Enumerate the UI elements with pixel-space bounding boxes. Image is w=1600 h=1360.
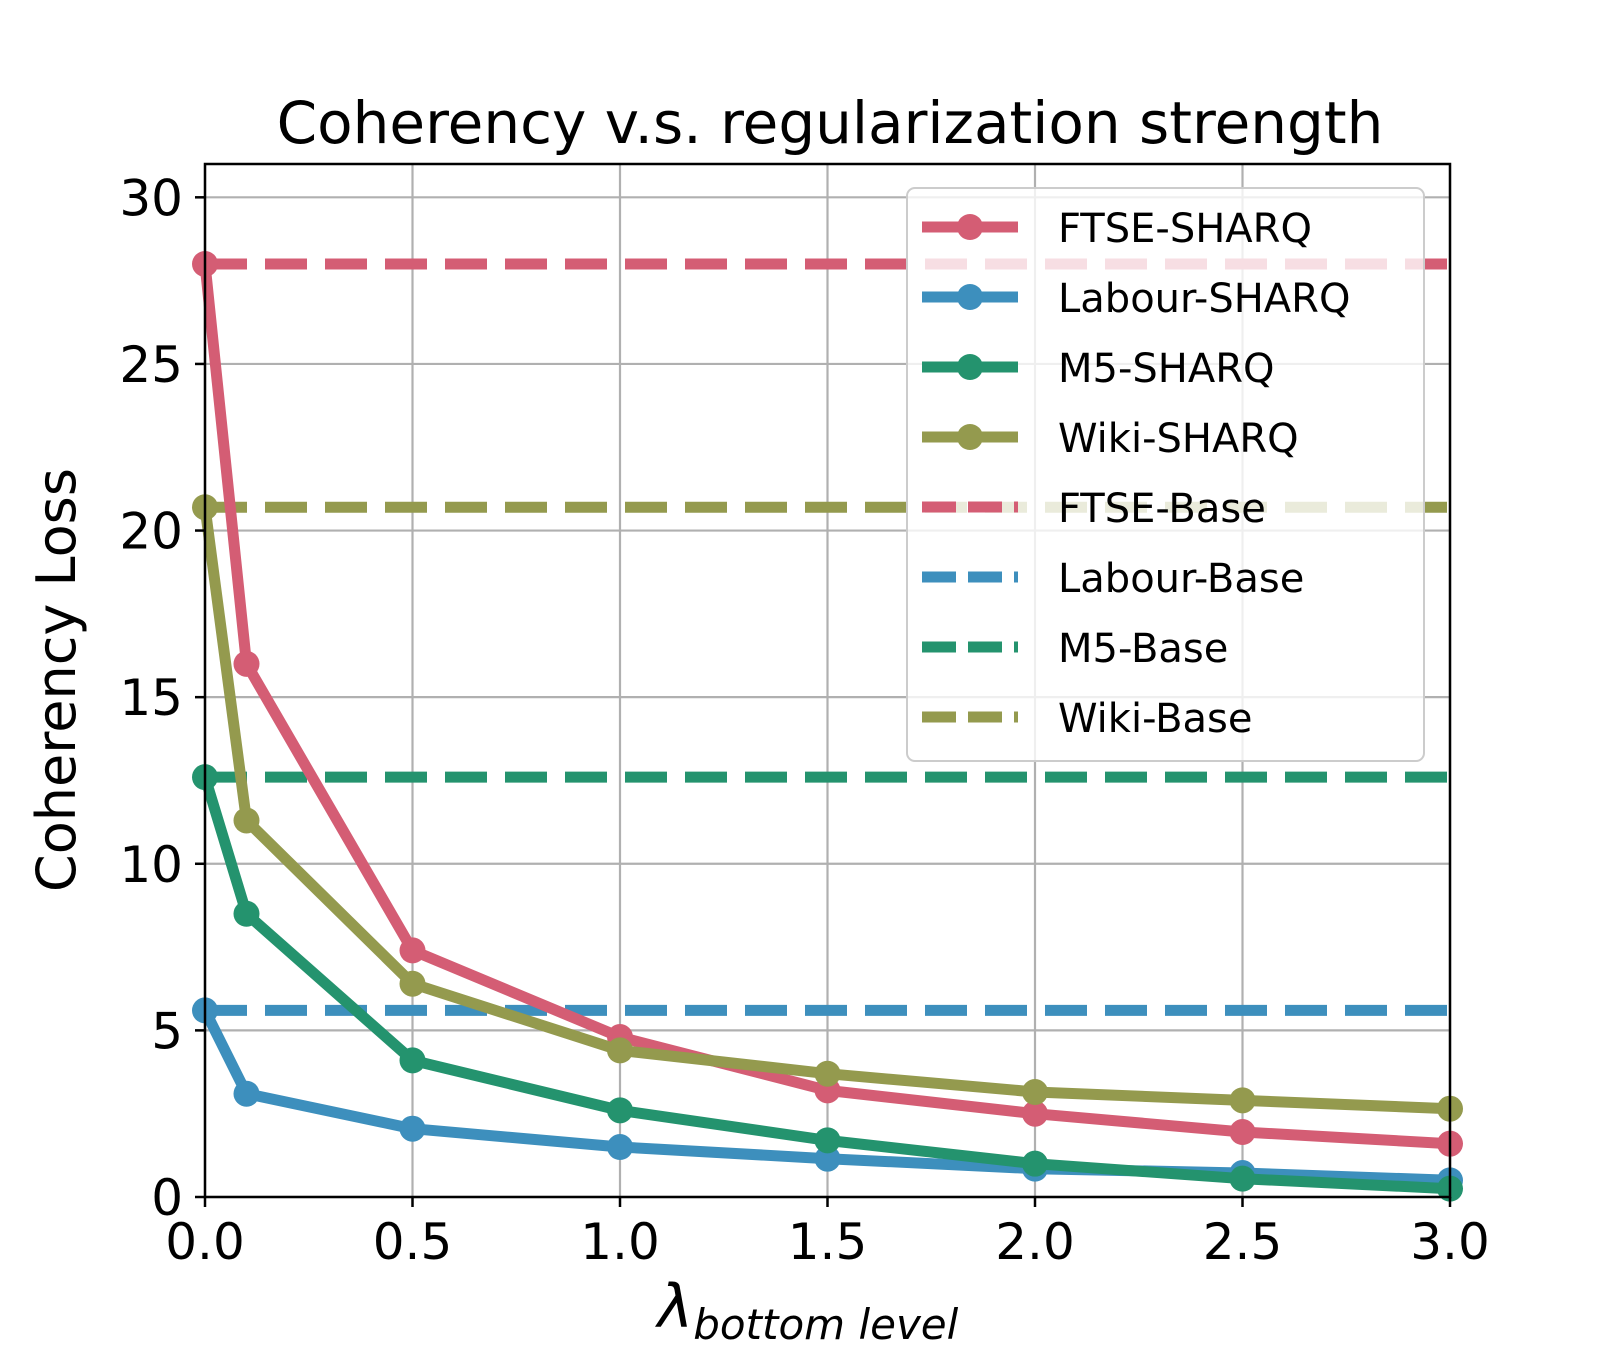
y-tick-label: 10: [119, 836, 183, 894]
labour-sharq-point: [399, 1115, 426, 1142]
m5-sharq-point: [607, 1097, 633, 1124]
wiki-sharq-line: [199, 501, 1456, 1115]
legend-entries: FTSE-SHARQ Labour-SHARQ M5-SHARQ Wiki-SHARQ…: [922, 206, 1350, 742]
legend-label: FTSE-Base: [1058, 486, 1266, 532]
legend-marker: [957, 284, 983, 310]
wiki-sharq-point: [1022, 1079, 1048, 1106]
wiki-sharq-point: [814, 1060, 841, 1087]
legend-entry-m5-sharq: M5-SHARQ: [922, 346, 1275, 392]
m5-sharq-point: [1022, 1150, 1048, 1177]
x-tick-label: 1.5: [788, 1213, 868, 1271]
y-tick-label: 0: [151, 1169, 183, 1227]
x-tick-label: 0.5: [373, 1213, 453, 1271]
wiki-sharq-point: [233, 807, 260, 834]
ftse-sharq-point: [1229, 1119, 1256, 1146]
ftse-sharq-point: [1022, 1100, 1048, 1127]
y-tick-label: 30: [119, 169, 183, 227]
legend-entry-labour-sharq: Labour-SHARQ: [922, 276, 1350, 322]
legend-label: M5-Base: [1058, 626, 1228, 672]
x-tick-label: 3.0: [1410, 1213, 1490, 1271]
x-tick-label: 0.0: [165, 1213, 245, 1271]
ftse-sharq-point: [233, 650, 260, 677]
legend-entry-wiki-base: Wiki-Base: [922, 696, 1252, 742]
x-axis-label-subscript: bottom level: [693, 1300, 958, 1349]
legend-marker: [957, 424, 983, 450]
legend-box: [906, 187, 1425, 762]
legend-label: Wiki-SHARQ: [1058, 416, 1299, 462]
wiki-sharq-point: [607, 1037, 633, 1064]
y-ticks: 0 5 10 15 20 25 30: [119, 169, 205, 1227]
x-tick-label: 2.0: [995, 1213, 1075, 1271]
labour-sharq-point: [607, 1134, 633, 1161]
legend: FTSE-SHARQ Labour-SHARQ M5-SHARQ Wiki-SHARQ…: [906, 187, 1425, 762]
x-tick-label: 1.0: [580, 1213, 660, 1271]
wiki-sharq-point: [399, 970, 426, 997]
legend-entry-ftse-base: FTSE-Base: [922, 486, 1266, 532]
sharq-lines: [192, 250, 1463, 1202]
legend-label: Labour-Base: [1058, 556, 1304, 602]
m5-sharq-point: [233, 900, 260, 927]
legend-label: Wiki-Base: [1058, 696, 1252, 742]
legend-entry-labour-base: Labour-Base: [922, 556, 1304, 602]
wiki-sharq-point: [1229, 1087, 1256, 1114]
legend-label: FTSE-SHARQ: [1058, 206, 1312, 252]
labour-sharq-point: [233, 1080, 260, 1107]
legend-marker: [957, 214, 983, 240]
wiki-sharq-series: [192, 494, 1463, 1122]
x-ticks: 0.0 0.5 1.0 1.5 2.0 2.5 3.0: [165, 1197, 1490, 1271]
legend-entry-m5-base: M5-Base: [922, 626, 1228, 672]
y-tick-label: 20: [119, 503, 183, 561]
m5-sharq-point: [1229, 1165, 1256, 1192]
legend-entry-ftse-sharq: FTSE-SHARQ: [922, 206, 1312, 252]
y-tick-label: 5: [151, 1002, 183, 1060]
y-axis-label: Coherency Loss: [25, 468, 88, 892]
m5-sharq-series: [192, 764, 1463, 1202]
x-axis-label-lambda: λ: [655, 1272, 694, 1342]
legend-entry-wiki-sharq: Wiki-SHARQ: [922, 416, 1299, 462]
ftse-sharq-point: [399, 937, 426, 964]
labour-sharq-point: [814, 1145, 841, 1172]
legend-marker: [957, 354, 983, 380]
x-axis-label: λbottom level: [655, 1272, 959, 1349]
chart-title: Coherency v.s. regularization strength: [277, 89, 1384, 157]
legend-label: Labour-SHARQ: [1058, 276, 1350, 322]
legend-label: M5-SHARQ: [1058, 346, 1275, 392]
y-tick-label: 25: [119, 336, 183, 394]
m5-sharq-point: [399, 1047, 426, 1074]
m5-sharq-line: [199, 771, 1456, 1195]
y-tick-label: 15: [119, 669, 183, 727]
m5-sharq-point: [814, 1127, 841, 1154]
x-tick-label: 2.5: [1203, 1213, 1283, 1271]
